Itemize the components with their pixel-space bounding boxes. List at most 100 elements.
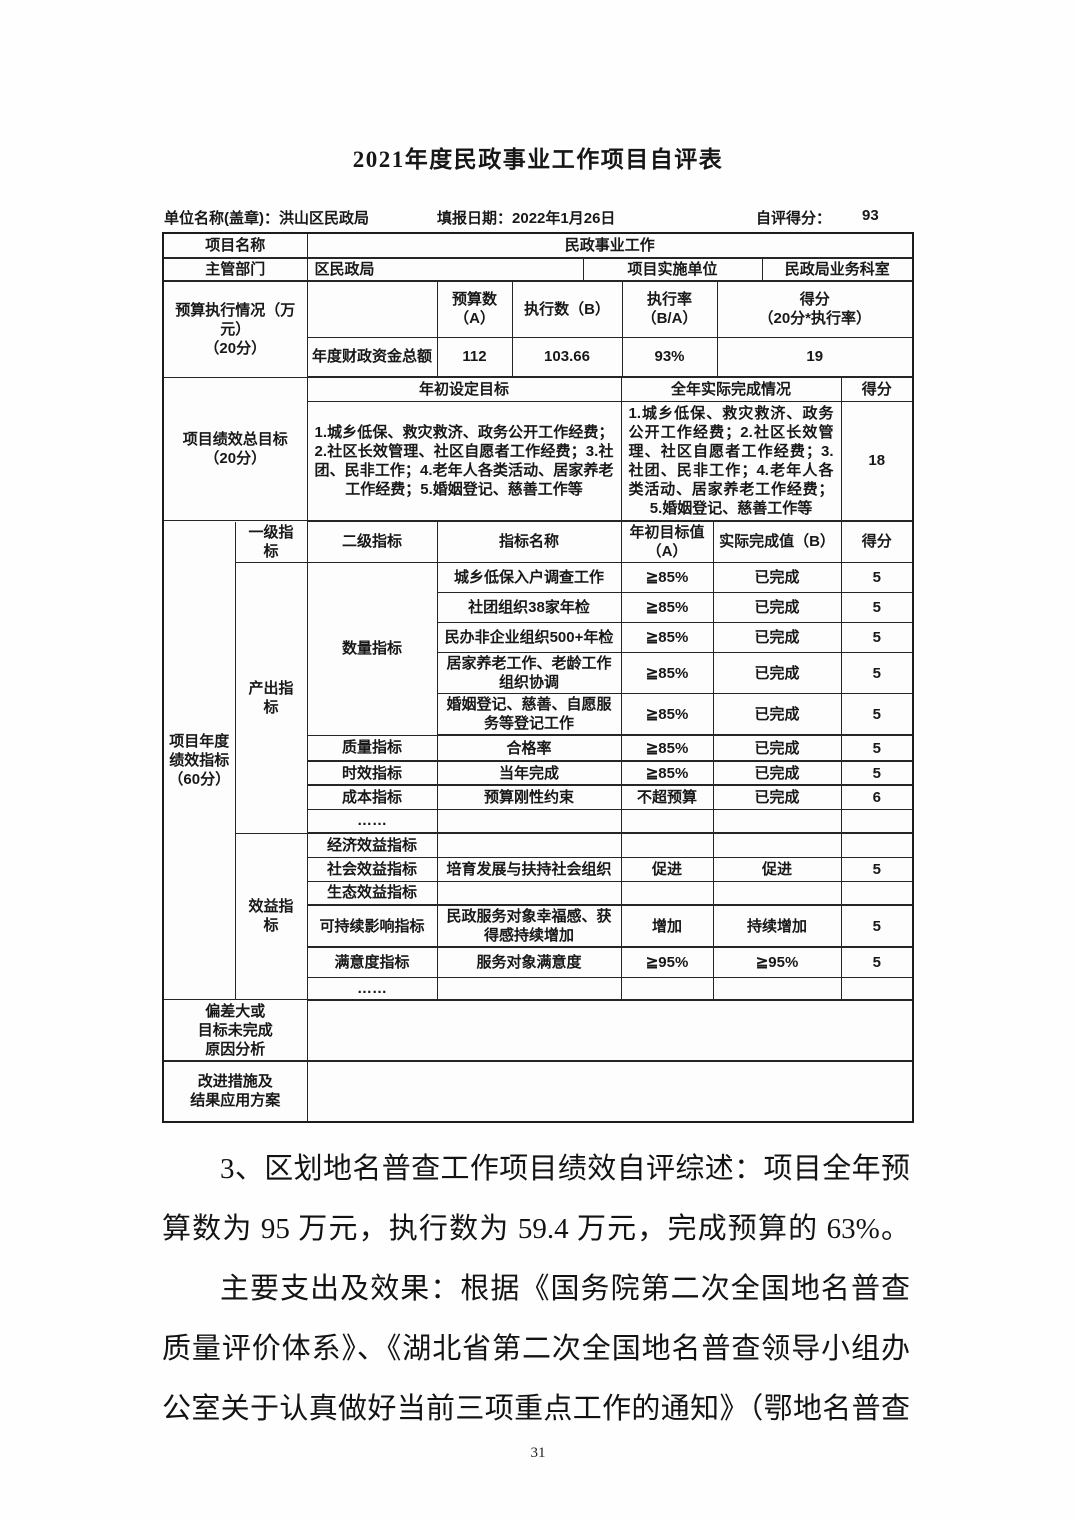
table-row: 偏差大或 目标未完成 原因分析 [164, 1000, 912, 1062]
cell-score: 5 [841, 761, 912, 786]
cell-col-l1: 一级指标 [235, 521, 308, 563]
table-row: 主管部门 区民政局 项目实施单位 民政局业务科室 [164, 258, 912, 282]
indicator-row: 居家养老工作、老龄工作组织协调 ≧85% 已完成 5 [164, 652, 912, 694]
cell-col-actual: 实际完成值（B） [713, 521, 842, 563]
cell-impl-value: 民政局业务科室 [762, 258, 912, 282]
cell-rate-value: 93% [622, 337, 718, 378]
goal-section-table: 项目绩效总目标 （20分） 年初设定目标 全年实际完成情况 得分 1.城乡低保、… [164, 378, 912, 522]
cell-quantity-label: 数量指标 [307, 562, 438, 736]
cell-score: 5 [841, 652, 912, 694]
cell-l2: …… [307, 809, 438, 834]
cell-target: ≧85% [621, 652, 714, 694]
indicator-header-row: 项目年度 绩效指标 （60分） 一级指标 二级指标 指标名称 年初目标值 （A）… [164, 521, 912, 1000]
cell-project-name-label: 项目名称 [164, 234, 308, 259]
cell-impl-label: 项目实施单位 [583, 258, 763, 282]
indicator-row: 生态效益指标 [164, 881, 912, 906]
paragraph-line: 公室关于认真做好当前三项重点工作的通知》（鄂地名普查 [162, 1392, 910, 1425]
cell-col-budget: 预算数 （A） [437, 282, 513, 338]
cell-score [841, 809, 912, 834]
report-date: 填报日期：2022年1月26日 [437, 207, 615, 228]
cell-goal-section-label: 项目绩效总目标 （20分） [164, 378, 308, 521]
cell-goal-col-actual: 全年实际完成情况 [621, 378, 842, 402]
indicator-row: 婚姻登记、慈善、自愿服务等登记工作 ≧85% 已完成 5 [164, 693, 912, 736]
cell-target: ≧95% [621, 947, 714, 978]
cell-l2: 满意度指标 [307, 947, 438, 978]
cell-name [437, 881, 622, 906]
indicators-table: 项目年度 绩效指标 （60分） 一级指标 二级指标 指标名称 年初目标值 （A）… [164, 521, 912, 1001]
cell-name: 民政服务对象幸福感、获得感持续增加 [437, 905, 622, 948]
indicator-row: 时效指标 当年完成 ≧85% 已完成 5 [164, 761, 912, 786]
cell-l2: 时效指标 [307, 761, 438, 786]
indicator-row: 社团组织38家年检 ≧85% 已完成 5 [164, 592, 912, 623]
paragraph-line: 3、区划地名普查工作项目绩效自评综述：项目全年预 [220, 1152, 910, 1185]
cell-actual: 促进 [713, 857, 842, 882]
cell-budget-score-value: 19 [717, 337, 912, 378]
indicator-row: 质量指标 合格率 ≧85% 已完成 5 [164, 735, 912, 762]
cell-name [437, 977, 622, 1001]
cell-score: 5 [841, 693, 912, 736]
cell-dept-value: 区民政局 [307, 258, 584, 282]
cell-target: ≧85% [621, 735, 714, 762]
cell-name: 民办非企业组织500+年检 [437, 622, 622, 653]
evaluation-table: 项目名称 民政事业工作 主管部门 区民政局 项目实施单位 民政局业务科室 预算执… [162, 232, 914, 1123]
cell-target: ≧85% [621, 693, 714, 736]
cell-target: 不超预算 [621, 785, 714, 810]
self-score-value: 93 [862, 207, 879, 224]
cell-actual [713, 809, 842, 834]
cell-perf-section-label: 项目年度 绩效指标 （60分） [164, 521, 236, 1000]
cell-target [621, 809, 714, 834]
cell-col-score: 得分 （20分*执行率） [717, 282, 912, 338]
cell-actual: 已完成 [713, 562, 842, 593]
cell-actual [713, 977, 842, 1001]
indicator-row: 效益指标 经济效益指标 [164, 833, 912, 1000]
body-text: 3、区划地名普查工作项目绩效自评综述：项目全年预 算数为 95 万元，执行数为 … [162, 1139, 910, 1439]
cell-name: 城乡低保入户调查工作 [437, 562, 622, 593]
cell-target [621, 833, 714, 858]
cell-l2: 社会效益指标 [307, 857, 438, 882]
table-row: 年度财政资金总额 112 103.66 93% 19 [164, 337, 912, 378]
cell-actual: 已完成 [713, 652, 842, 694]
cell-goal-col-target: 年初设定目标 [307, 378, 622, 402]
cell-name: 婚姻登记、慈善、自愿服务等登记工作 [437, 693, 622, 736]
table-row: 项目名称 民政事业工作 [164, 234, 912, 259]
table-row: 项目绩效总目标 （20分） 年初设定目标 全年实际完成情况 得分 [164, 378, 912, 521]
indicator-row: 可持续影响指标 民政服务对象幸福感、获得感持续增加 增加 持续增加 5 [164, 905, 912, 948]
cell-target: ≧85% [621, 761, 714, 786]
paragraph-line: 主要支出及效果：根据《国务院第二次全国地名普查 [220, 1272, 910, 1305]
cell-empty [307, 282, 438, 338]
cell-improvement-value [307, 1061, 912, 1121]
cell-goal-score-value: 18 [841, 401, 912, 522]
unit-label: 单位名称(盖章)： [164, 210, 279, 227]
cell-name: 服务对象满意度 [437, 947, 622, 978]
cell-name: 社团组织38家年检 [437, 592, 622, 623]
cell-actual: 已完成 [713, 693, 842, 736]
cell-target: ≧85% [621, 622, 714, 653]
cell-target: 增加 [621, 905, 714, 948]
cell-exec-value: 103.66 [512, 337, 623, 378]
cell-col-exec: 执行数（B） [512, 282, 623, 338]
cell-l2: 可持续影响指标 [307, 905, 438, 948]
cell-budget-row-label: 年度财政资金总额 [307, 337, 438, 378]
self-score-label: 自评得分： [756, 210, 832, 227]
date-label: 填报日期： [437, 210, 513, 227]
cell-target: ≧85% [621, 562, 714, 593]
cell-actual [713, 833, 842, 858]
page-title: 2021年度民政事业工作项目自评表 [352, 147, 724, 172]
analysis-table: 偏差大或 目标未完成 原因分析 改进措施及 结果应用方案 [164, 1000, 912, 1121]
cell-target: ≧85% [621, 592, 714, 623]
cell-l2: 成本指标 [307, 785, 438, 810]
cell-score [841, 977, 912, 1001]
unit-value: 洪山区民政局 [279, 210, 370, 227]
paragraph-line: 算数为 95 万元，执行数为 59.4 万元，完成预算的 63%。 [162, 1212, 910, 1245]
cell-score: 6 [841, 785, 912, 810]
cell-budget-section-label: 预算执行情况（万元） （20分） [164, 282, 308, 378]
cell-actual: 持续增加 [713, 905, 842, 948]
date-value: 2022年1月26日 [512, 210, 616, 227]
unit-name: 单位名称(盖章)：洪山区民政局 [164, 207, 369, 228]
table-row: 预算执行情况（万元） （20分） 预算数 （A） 执行数（B） 执行率 （B/A… [164, 282, 912, 378]
cell-actual: 已完成 [713, 622, 842, 653]
cell-col-name: 指标名称 [437, 521, 622, 563]
cell-l2: 经济效益指标 [307, 833, 438, 858]
cell-deviation-label: 偏差大或 目标未完成 原因分析 [164, 1000, 308, 1062]
cell-goal-actual-text: 1.城乡低保、救灾救济、政务公开工作经费；2.社区长效管理、社区自愿者工作经费；… [621, 401, 842, 522]
